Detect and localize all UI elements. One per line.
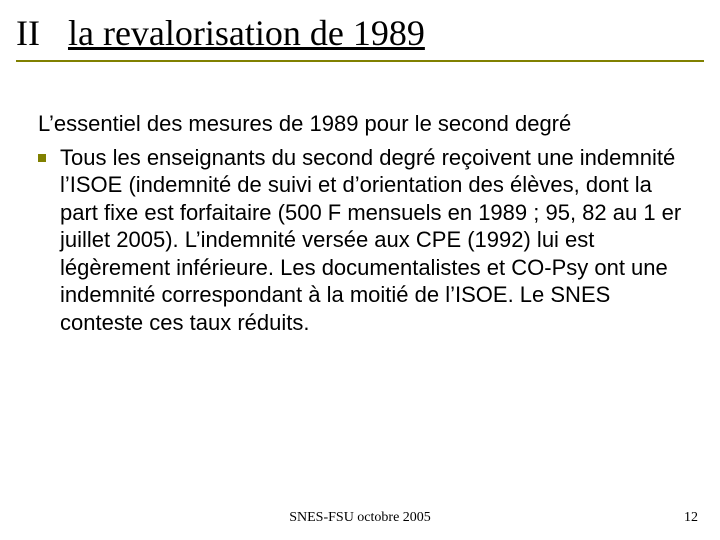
intro-text: L’essentiel des mesures de 1989 pour le … [38,110,682,138]
bullet-item: Tous les enseignants du second degré reç… [38,144,682,337]
slide-title-text: la revalorisation de 1989 [68,12,425,54]
bullet-square-icon [38,154,46,162]
slide: II la revalorisation de 1989 L’essentiel… [0,0,720,540]
slide-title-number: II [16,12,40,54]
slide-title-row: II la revalorisation de 1989 [16,12,704,62]
footer-page-number: 12 [684,510,698,526]
slide-body: L’essentiel des mesures de 1989 pour le … [38,110,682,336]
bullet-text: Tous les enseignants du second degré reç… [60,144,682,337]
footer-center-text: SNES-FSU octobre 2005 [0,510,720,526]
